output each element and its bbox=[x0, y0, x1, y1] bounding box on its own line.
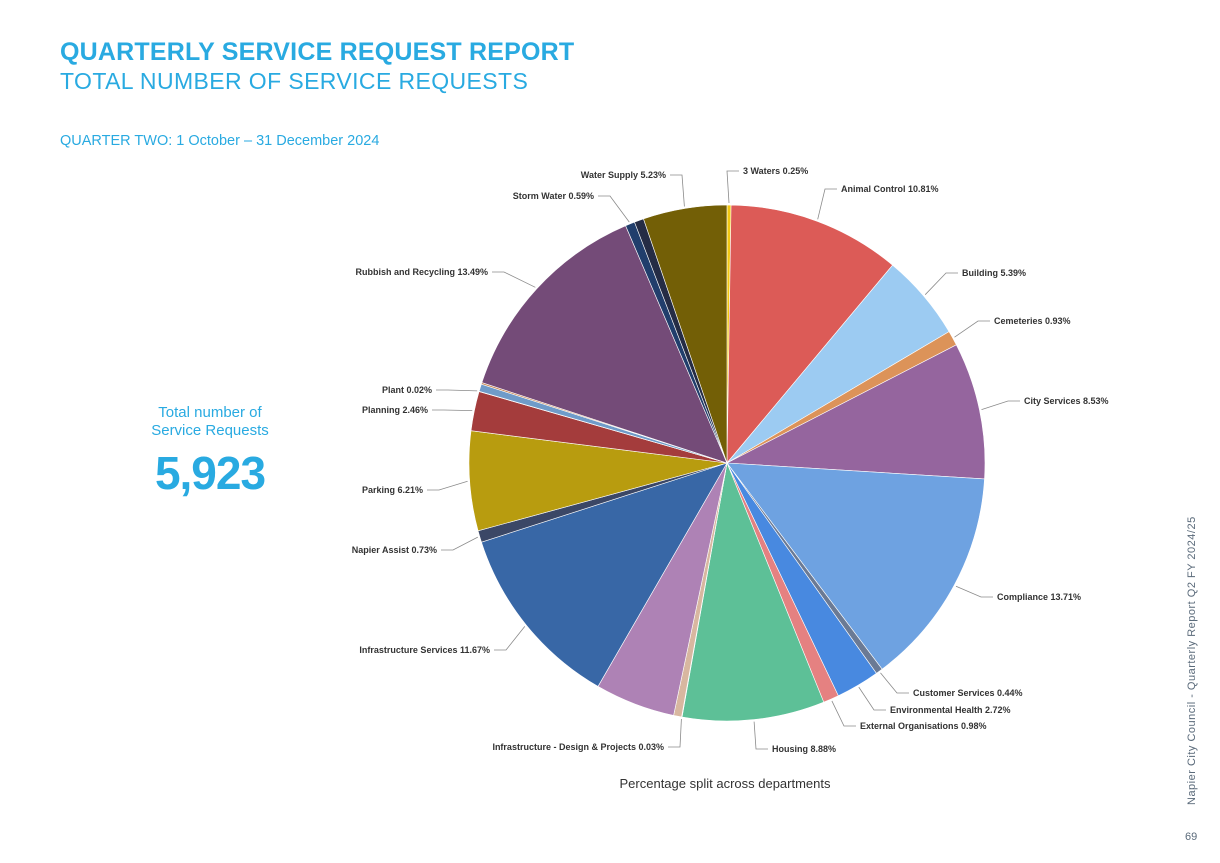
leader-line bbox=[954, 320, 990, 338]
slice-label: Napier Assist 0.73% bbox=[352, 545, 437, 555]
pie-slice bbox=[481, 462, 728, 687]
slice-label: Water Supply 5.23% bbox=[581, 170, 666, 180]
slice-label: Parking 6.21% bbox=[362, 485, 423, 495]
slice-label: Infrastructure - Design & Projects 0.03% bbox=[492, 742, 664, 752]
slice-label: Environmental Health 2.72% bbox=[890, 705, 1011, 715]
leader-line bbox=[436, 389, 478, 392]
slice-label: Rubbish and Recycling 13.49% bbox=[355, 267, 488, 277]
leader-line bbox=[494, 626, 526, 651]
leader-line bbox=[753, 721, 768, 750]
leader-line bbox=[492, 271, 536, 288]
leader-line bbox=[668, 718, 682, 748]
total-label-line1: Total number of bbox=[158, 404, 262, 421]
pie-slice bbox=[643, 204, 728, 464]
leader-line bbox=[726, 170, 739, 204]
page-title: QUARTERLY SERVICE REQUEST REPORT bbox=[60, 38, 575, 66]
leader-line bbox=[880, 672, 909, 694]
slice-label: Cemeteries 0.93% bbox=[994, 316, 1071, 326]
slice-label: City Services 8.53% bbox=[1024, 396, 1109, 406]
slice-label: Planning 2.46% bbox=[362, 405, 428, 415]
total-value: 5,923 bbox=[154, 447, 266, 499]
leader-line bbox=[817, 188, 837, 220]
pie-leader-lines bbox=[427, 170, 1020, 750]
leader-line bbox=[598, 195, 630, 223]
slice-label: Storm Water 0.59% bbox=[513, 191, 594, 201]
pie-slice bbox=[726, 204, 894, 464]
page-subtitle: TOTAL NUMBER OF SERVICE REQUESTS bbox=[60, 68, 529, 94]
quarter-period: QUARTER TWO: 1 October – 31 December 202… bbox=[60, 133, 380, 149]
slice-label: Infrastructure Services 11.67% bbox=[359, 645, 490, 655]
leader-line bbox=[441, 536, 478, 551]
slice-label: Compliance 13.71% bbox=[997, 592, 1081, 602]
slice-label: Customer Services 0.44% bbox=[913, 688, 1023, 698]
leader-line bbox=[831, 700, 856, 727]
pie-slice bbox=[681, 461, 825, 722]
total-label-line2: Service Requests bbox=[151, 422, 269, 439]
pie-slices bbox=[468, 204, 986, 722]
pie-labels: 3 Waters 0.25% Animal Control 10.81% Build… bbox=[352, 166, 1109, 754]
slice-label: Animal Control 10.81% bbox=[841, 184, 939, 194]
leader-line bbox=[427, 480, 468, 491]
pie-slice bbox=[726, 462, 985, 670]
page-number: 69 bbox=[1185, 831, 1198, 843]
leader-line bbox=[981, 400, 1020, 410]
pie-slice bbox=[481, 225, 728, 464]
chart-caption: Percentage split across departments bbox=[619, 776, 831, 791]
side-footer-text: Napier City Council - Quarterly Report Q… bbox=[1186, 516, 1198, 805]
slice-label: Building 5.39% bbox=[962, 268, 1026, 278]
slice-label: Housing 8.88% bbox=[772, 744, 836, 754]
slice-label: Plant 0.02% bbox=[382, 385, 432, 395]
slice-label: 3 Waters 0.25% bbox=[743, 166, 808, 176]
slice-label: External Organisations 0.98% bbox=[860, 721, 987, 731]
leader-line bbox=[955, 585, 993, 598]
leader-line bbox=[924, 272, 958, 295]
pie-slice bbox=[725, 344, 986, 480]
leader-line bbox=[432, 409, 473, 411]
total-label: Total number of Service Requests bbox=[110, 404, 310, 440]
leader-line bbox=[670, 174, 685, 207]
leader-line bbox=[858, 686, 886, 711]
